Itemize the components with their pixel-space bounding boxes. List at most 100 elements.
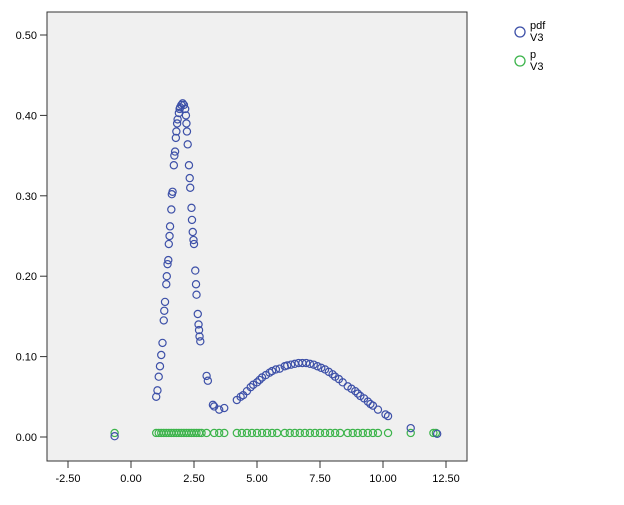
point-pdf xyxy=(194,325,204,335)
plot-area xyxy=(46,11,468,462)
x-tick-label: 0.00 xyxy=(120,473,141,485)
point-p xyxy=(285,428,294,438)
point-pdf xyxy=(252,378,262,387)
point-p xyxy=(300,428,310,438)
point-pdf xyxy=(162,272,171,281)
point-pdf xyxy=(193,309,202,319)
point-pdf xyxy=(188,227,197,237)
point-pdf xyxy=(182,127,192,136)
point-p xyxy=(353,428,362,438)
point-p xyxy=(295,428,305,438)
point-pdf xyxy=(164,255,173,265)
point-pdf xyxy=(191,266,200,275)
point-pdf xyxy=(189,239,199,249)
point-pdf xyxy=(196,337,205,346)
point-p xyxy=(305,428,315,438)
point-pdf xyxy=(353,389,362,398)
legend-sublabel-p: V3 xyxy=(530,61,543,73)
point-pdf xyxy=(160,306,169,315)
point-pdf xyxy=(328,370,337,379)
point-pdf xyxy=(432,429,442,438)
point-pdf xyxy=(168,187,177,196)
point-p xyxy=(237,428,247,438)
point-pdf xyxy=(169,161,179,170)
point-pdf xyxy=(220,403,229,413)
y-tick-label: 0.20 xyxy=(16,271,37,283)
x-tick-label: 12.50 xyxy=(432,473,460,485)
point-pdf xyxy=(172,127,181,136)
point-pdf xyxy=(174,108,184,118)
point-pdf xyxy=(171,133,181,143)
y-tick-label: 0.50 xyxy=(16,30,37,42)
point-pdf xyxy=(192,290,201,299)
point-pdf xyxy=(267,366,277,376)
point-pdf xyxy=(203,376,213,385)
point-pdf xyxy=(202,371,211,381)
point-pdf xyxy=(170,147,180,156)
point-p xyxy=(429,428,438,438)
x-tick-label: 10.00 xyxy=(369,473,397,485)
data-points xyxy=(110,99,442,441)
point-pdf xyxy=(180,104,190,114)
point-pdf xyxy=(271,365,281,374)
point-pdf xyxy=(182,119,191,128)
legend-label-p: p xyxy=(530,49,536,61)
point-pdf xyxy=(154,372,163,381)
point-pdf xyxy=(179,100,189,110)
y-tick-label: 0.10 xyxy=(16,352,37,364)
y-tick-label: 0.00 xyxy=(16,432,37,444)
point-pdf xyxy=(165,231,174,241)
point-p xyxy=(252,428,262,438)
x-tick-label: 7.50 xyxy=(309,473,330,485)
point-p xyxy=(242,428,252,438)
point-p xyxy=(320,428,330,438)
point-pdf xyxy=(153,386,162,395)
x-axis: -2.50 0.00 2.50 5.00 7.50 10.00 12.50 xyxy=(55,461,460,485)
y-axis: 0.00 0.10 0.20 0.30 0.40 0.50 xyxy=(16,30,47,444)
point-pdf xyxy=(317,363,326,373)
point-p xyxy=(431,428,441,438)
point-pdf xyxy=(160,297,170,307)
point-p xyxy=(197,428,206,438)
point-p xyxy=(214,428,224,438)
point-p xyxy=(343,428,352,438)
point-pdf xyxy=(185,173,194,183)
point-pdf xyxy=(246,382,255,392)
point-pdf xyxy=(255,375,264,385)
point-pdf xyxy=(191,280,201,289)
point-pdf xyxy=(155,362,165,371)
point-pdf xyxy=(305,359,315,369)
point-p xyxy=(363,428,373,438)
point-pdf xyxy=(313,362,322,371)
point-pdf xyxy=(275,364,284,373)
point-pdf xyxy=(110,431,119,441)
point-pdf xyxy=(170,151,179,160)
point-pdf xyxy=(187,203,196,213)
point-p xyxy=(358,428,368,438)
point-pdf xyxy=(301,358,311,368)
point-pdf xyxy=(406,423,415,433)
point-p xyxy=(373,428,383,438)
point-pdf xyxy=(163,259,172,269)
legend-label-pdf: pdf xyxy=(530,20,546,32)
y-tick-label: 0.30 xyxy=(16,191,37,203)
point-pdf xyxy=(159,316,168,325)
point-pdf xyxy=(184,161,194,170)
point-pdf xyxy=(172,119,182,128)
legend-item-pdf: pdf V3 xyxy=(514,20,546,44)
point-pdf xyxy=(351,386,360,396)
point-pdf xyxy=(208,400,218,410)
point-p xyxy=(383,428,393,438)
point-pdf xyxy=(194,320,203,329)
x-tick-label: -2.50 xyxy=(55,473,80,485)
point-pdf xyxy=(189,235,198,245)
point-pdf xyxy=(183,140,192,149)
y-tick-label: 0.40 xyxy=(16,110,37,122)
legend-marker-pdf xyxy=(514,26,526,38)
point-p xyxy=(368,428,378,438)
point-p xyxy=(247,428,257,438)
point-pdf xyxy=(373,405,383,414)
point-pdf xyxy=(338,378,347,387)
point-pdf xyxy=(165,222,175,231)
